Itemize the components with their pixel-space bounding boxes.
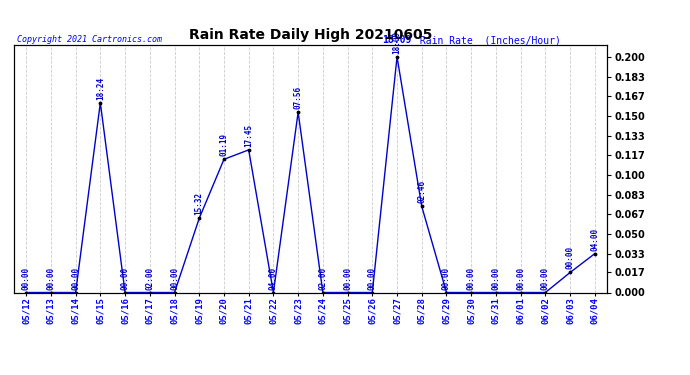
Text: Copyright 2021 Cartronics.com: Copyright 2021 Cartronics.com [17,35,161,44]
Text: 00:00: 00:00 [466,266,475,290]
Text: 00:00: 00:00 [541,266,550,290]
Text: 00:00: 00:00 [491,266,500,290]
Text: 17:45: 17:45 [244,124,253,147]
Title: Rain Rate Daily High 20210605: Rain Rate Daily High 20210605 [189,28,432,42]
Text: 00:00: 00:00 [368,266,377,290]
Text: 15:32: 15:32 [195,192,204,215]
Text: 02:46: 02:46 [417,180,426,204]
Text: 00:00: 00:00 [121,266,130,290]
Text: 07:56: 07:56 [294,86,303,109]
Text: 00:00: 00:00 [21,266,30,290]
Text: 02:00: 02:00 [318,266,327,290]
Text: 00:00: 00:00 [442,266,451,290]
Text: 00:00: 00:00 [170,266,179,290]
Text: 00:00: 00:00 [343,266,352,290]
Text: 04:00: 04:00 [269,266,278,290]
Text: 01:19: 01:19 [219,133,228,156]
Text: 18:24: 18:24 [96,76,105,100]
Text: Rain Rate  (Inches/Hour): Rain Rate (Inches/Hour) [415,35,561,45]
Text: 18:09: 18:09 [382,35,411,45]
Text: 00:00: 00:00 [71,266,80,290]
Text: 18:09: 18:09 [393,31,402,54]
Text: 00:00: 00:00 [566,246,575,270]
Text: 02:00: 02:00 [146,266,155,290]
Text: 00:00: 00:00 [46,266,55,290]
Text: 00:00: 00:00 [516,266,525,290]
Text: 04:00: 04:00 [591,228,600,251]
